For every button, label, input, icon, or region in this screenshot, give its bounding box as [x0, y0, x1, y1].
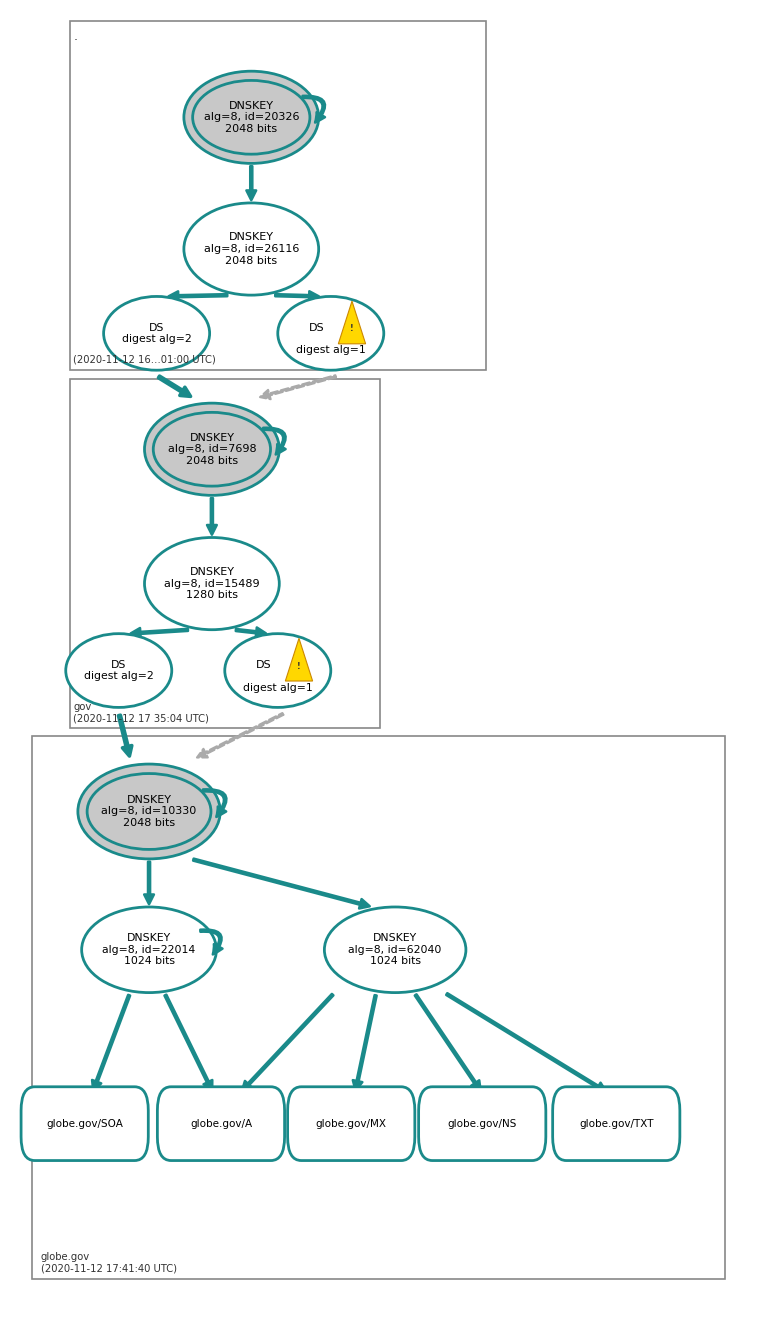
Text: globe.gov/TXT: globe.gov/TXT: [579, 1118, 654, 1129]
Ellipse shape: [144, 403, 279, 495]
Text: globe.gov/SOA: globe.gov/SOA: [46, 1118, 123, 1129]
FancyBboxPatch shape: [287, 1086, 415, 1160]
Bar: [69, 21, 486, 370]
FancyBboxPatch shape: [553, 1086, 680, 1160]
Bar: [32, 737, 724, 1279]
Text: DS: DS: [256, 660, 272, 671]
Text: digest alg=1: digest alg=1: [243, 682, 312, 693]
Ellipse shape: [184, 203, 318, 296]
Text: (2020-11-12 16…01:00 UTC): (2020-11-12 16…01:00 UTC): [73, 355, 216, 364]
FancyBboxPatch shape: [21, 1086, 148, 1160]
FancyArrowPatch shape: [415, 994, 480, 1092]
FancyArrowPatch shape: [201, 929, 223, 954]
FancyArrowPatch shape: [236, 627, 266, 638]
FancyArrowPatch shape: [164, 995, 212, 1090]
FancyArrowPatch shape: [92, 995, 130, 1090]
FancyArrowPatch shape: [353, 995, 377, 1090]
Text: DNSKEY
alg=8, id=20326
2048 bits: DNSKEY alg=8, id=20326 2048 bits: [204, 100, 299, 133]
Text: DS: DS: [309, 323, 325, 333]
Text: DS
digest alg=2: DS digest alg=2: [122, 322, 192, 345]
Text: .: .: [73, 30, 78, 44]
FancyArrowPatch shape: [263, 428, 286, 454]
FancyArrowPatch shape: [260, 375, 336, 399]
FancyArrowPatch shape: [158, 376, 191, 396]
FancyArrowPatch shape: [119, 715, 131, 756]
Ellipse shape: [144, 537, 279, 630]
FancyArrowPatch shape: [242, 994, 334, 1092]
Bar: [69, 379, 380, 729]
FancyArrowPatch shape: [193, 858, 370, 908]
FancyArrowPatch shape: [246, 166, 256, 201]
FancyArrowPatch shape: [144, 862, 154, 904]
Text: DNSKEY
alg=8, id=22014
1024 bits: DNSKEY alg=8, id=22014 1024 bits: [103, 933, 195, 966]
Ellipse shape: [78, 764, 220, 859]
Ellipse shape: [225, 634, 331, 708]
Text: globe.gov/A: globe.gov/A: [190, 1118, 252, 1129]
Polygon shape: [338, 301, 366, 343]
Text: !: !: [350, 325, 354, 334]
FancyBboxPatch shape: [157, 1086, 284, 1160]
Text: DNSKEY
alg=8, id=7698
2048 bits: DNSKEY alg=8, id=7698 2048 bits: [168, 433, 256, 466]
Ellipse shape: [184, 71, 318, 164]
FancyArrowPatch shape: [203, 789, 226, 817]
Ellipse shape: [325, 907, 466, 993]
Text: globe.gov/NS: globe.gov/NS: [448, 1118, 517, 1129]
Text: digest alg=1: digest alg=1: [296, 346, 366, 355]
Polygon shape: [285, 639, 312, 681]
FancyArrowPatch shape: [275, 292, 319, 301]
Text: DNSKEY
alg=8, id=15489
1280 bits: DNSKEY alg=8, id=15489 1280 bits: [164, 568, 260, 601]
Ellipse shape: [277, 297, 384, 370]
FancyBboxPatch shape: [419, 1086, 546, 1160]
FancyArrowPatch shape: [302, 96, 325, 123]
Text: DNSKEY
alg=8, id=62040
1024 bits: DNSKEY alg=8, id=62040 1024 bits: [348, 933, 442, 966]
FancyArrowPatch shape: [131, 628, 188, 638]
Ellipse shape: [81, 907, 217, 993]
Text: DNSKEY
alg=8, id=10330
2048 bits: DNSKEY alg=8, id=10330 2048 bits: [101, 795, 197, 828]
Text: DNSKEY
alg=8, id=26116
2048 bits: DNSKEY alg=8, id=26116 2048 bits: [204, 232, 299, 265]
Text: gov
(2020-11-12 17 35:04 UTC): gov (2020-11-12 17 35:04 UTC): [73, 702, 209, 723]
Ellipse shape: [66, 634, 172, 708]
Text: globe.gov/MX: globe.gov/MX: [315, 1118, 387, 1129]
FancyArrowPatch shape: [197, 713, 283, 758]
FancyArrowPatch shape: [169, 292, 227, 301]
FancyArrowPatch shape: [446, 993, 606, 1092]
Text: !: !: [297, 661, 301, 671]
Text: DS
digest alg=2: DS digest alg=2: [84, 660, 154, 681]
Ellipse shape: [103, 297, 210, 370]
Text: globe.gov
(2020-11-12 17:41:40 UTC): globe.gov (2020-11-12 17:41:40 UTC): [41, 1253, 177, 1274]
FancyArrowPatch shape: [207, 498, 217, 535]
